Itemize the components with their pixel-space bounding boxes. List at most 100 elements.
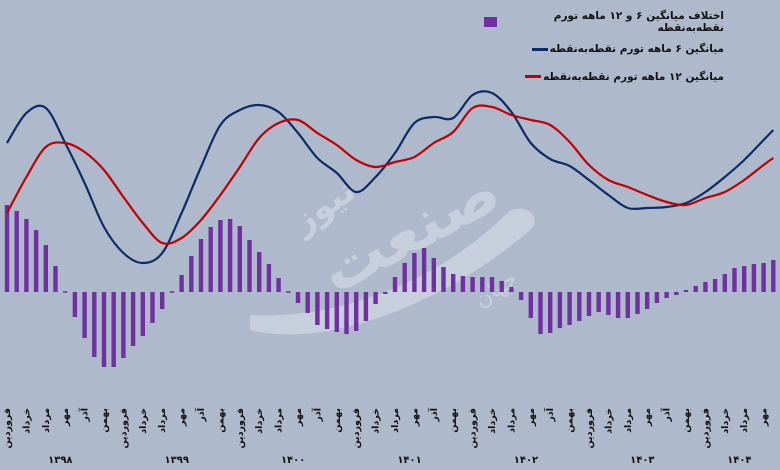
x-tick-label: فروردین bbox=[700, 408, 711, 449]
legend-item-ma12: میانگین ۱۲ ماهه تورم نقطه‌به‌نقطه bbox=[484, 63, 724, 91]
bar bbox=[334, 292, 339, 332]
x-tick-label: مرداد bbox=[274, 408, 285, 433]
x-tick-label: مرداد bbox=[506, 408, 517, 433]
bar bbox=[63, 291, 68, 293]
bar bbox=[198, 239, 204, 292]
bar bbox=[528, 292, 533, 318]
bar bbox=[751, 264, 757, 292]
x-tick-label: بهمن bbox=[448, 408, 459, 433]
x-tick-label: خرداد bbox=[254, 408, 265, 434]
bar bbox=[33, 230, 39, 292]
bar bbox=[14, 211, 19, 292]
bar bbox=[625, 292, 630, 318]
x-tick-label: آذر bbox=[194, 407, 207, 422]
year-label: ۱۳۹۸ bbox=[48, 455, 72, 466]
year-label: ۱۴۰۴ bbox=[727, 455, 751, 466]
bar bbox=[693, 286, 698, 292]
x-tick-label: مهر bbox=[60, 408, 71, 427]
bar bbox=[402, 263, 407, 292]
x-tick-label: مهر bbox=[177, 408, 188, 427]
bar bbox=[742, 266, 747, 292]
bar bbox=[179, 275, 184, 292]
bar bbox=[615, 292, 621, 318]
bar bbox=[276, 278, 281, 292]
legend-label-ma6: میانگین ۶ ماهه تورم نقطه‌به‌نقطه bbox=[549, 43, 724, 56]
x-tick-label: فروردین bbox=[351, 408, 362, 449]
bar bbox=[53, 266, 58, 292]
x-tick-label: مهر bbox=[293, 408, 304, 427]
bar bbox=[305, 292, 310, 313]
line-ma6 bbox=[6, 90, 775, 265]
bar bbox=[761, 263, 766, 292]
bar bbox=[392, 277, 398, 292]
bar bbox=[645, 292, 650, 309]
bar bbox=[208, 227, 213, 292]
x-tick-label: بهمن bbox=[565, 408, 576, 433]
x-tick-label: مهر bbox=[526, 408, 537, 427]
bar bbox=[189, 256, 194, 292]
svg-text:جهان: جهان bbox=[470, 266, 523, 313]
legend-swatch-difference bbox=[484, 16, 498, 27]
x-tick-label: آذر bbox=[78, 407, 91, 422]
bar bbox=[266, 264, 272, 292]
x-tick-label: آذر bbox=[427, 407, 440, 422]
bar bbox=[373, 292, 378, 304]
bar bbox=[683, 290, 689, 292]
x-axis-year-labels: ۱۳۹۸ ۱۳۹۹ ۱۴۰۰ ۱۴۰۱ ۱۴۰۲ ۱۴۰۳ ۱۴۰۴ bbox=[48, 455, 751, 466]
bar bbox=[72, 292, 78, 317]
bar bbox=[169, 291, 175, 293]
bar bbox=[654, 292, 660, 303]
bar bbox=[586, 292, 592, 316]
x-tick-label: مرداد bbox=[41, 408, 52, 433]
bar bbox=[518, 292, 524, 300]
bar bbox=[509, 287, 514, 292]
bar bbox=[257, 252, 262, 292]
bar bbox=[771, 260, 776, 292]
bar bbox=[732, 268, 737, 292]
bar bbox=[4, 205, 10, 292]
x-tick-label: بهمن bbox=[332, 408, 343, 433]
bar bbox=[324, 292, 330, 329]
x-tick-label: خرداد bbox=[138, 408, 149, 434]
x-axis-month-labels: فروردین خرداد مرداد مهر آذر بهمن فروردین خرداد م… bbox=[2, 407, 770, 448]
bar bbox=[480, 277, 485, 292]
bar bbox=[130, 292, 136, 346]
bar bbox=[431, 258, 436, 292]
bar bbox=[577, 292, 582, 321]
legend-swatch-ma6 bbox=[531, 47, 548, 51]
bar bbox=[460, 276, 466, 292]
x-tick-label: مرداد bbox=[157, 408, 168, 433]
x-tick-label: آذر bbox=[310, 407, 323, 422]
bar bbox=[451, 274, 456, 292]
x-tick-label: خرداد bbox=[603, 408, 614, 434]
bar bbox=[441, 267, 446, 292]
bar bbox=[703, 282, 708, 292]
x-tick-label: مرداد bbox=[390, 408, 401, 433]
bar bbox=[286, 291, 291, 293]
bar bbox=[606, 292, 611, 315]
bar bbox=[722, 274, 727, 292]
x-tick-label: فروردین bbox=[2, 408, 13, 449]
bar bbox=[712, 279, 718, 292]
bar bbox=[383, 292, 388, 294]
x-tick-label: آذر bbox=[660, 407, 673, 422]
x-tick-label: بهمن bbox=[99, 408, 110, 433]
bar bbox=[548, 292, 553, 333]
bar bbox=[295, 292, 301, 303]
x-tick-label: مرداد bbox=[623, 408, 634, 433]
line-series-group bbox=[6, 90, 775, 265]
legend-label-difference: اختلاف میانگین ۶ و ۱۲ ماهه تورم نقطه‌به‌… bbox=[553, 9, 724, 34]
x-tick-label: فروردین bbox=[235, 408, 246, 449]
bar bbox=[140, 292, 145, 336]
x-tick-label: خرداد bbox=[720, 408, 731, 434]
bar-series-difference bbox=[4, 205, 776, 367]
legend-item-difference: اختلاف میانگین ۶ و ۱۲ ماهه تورم نقطه‌به‌… bbox=[484, 8, 724, 36]
bar bbox=[43, 245, 48, 292]
legend-item-ma6: میانگین ۶ ماهه تورم نقطه‌به‌نقطه bbox=[484, 36, 724, 64]
bar bbox=[635, 292, 640, 314]
bar bbox=[247, 240, 252, 292]
x-tick-label: مهر bbox=[409, 408, 420, 427]
x-tick-label: مهر bbox=[759, 408, 770, 427]
year-label: ۱۴۰۲ bbox=[514, 455, 538, 466]
